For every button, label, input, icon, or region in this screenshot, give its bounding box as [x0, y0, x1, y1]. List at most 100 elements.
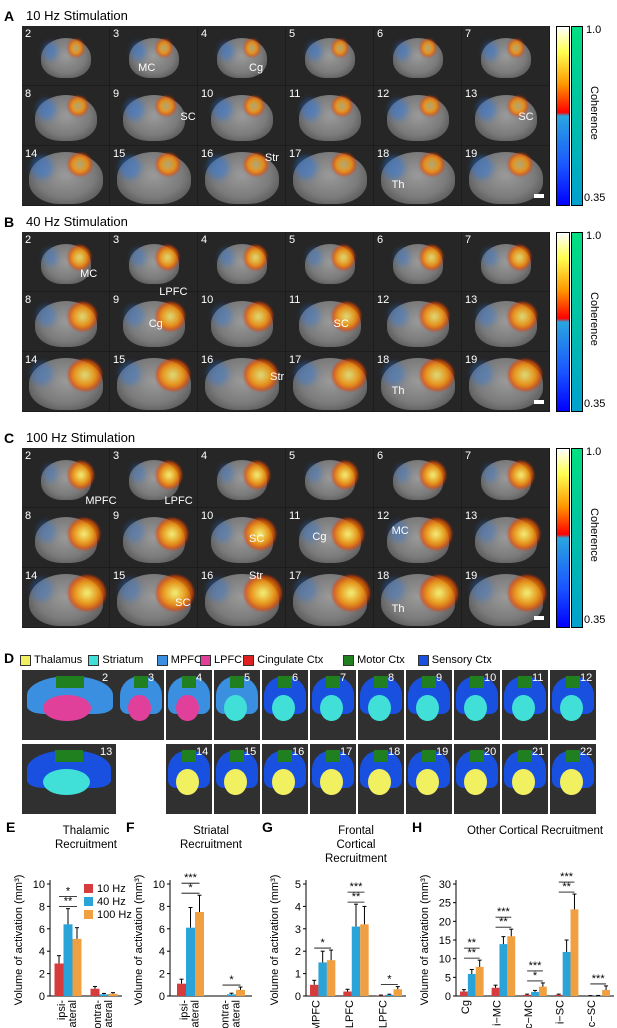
slice-number: 6 [377, 234, 384, 246]
brain-slice: 10 [198, 508, 285, 567]
atlas-motor [230, 675, 244, 689]
coherence-colorbar-secondary [571, 232, 583, 412]
slice-number: 16 [201, 570, 214, 582]
deactivation-blob [131, 42, 146, 60]
atlas-slice: 5 [214, 670, 260, 740]
atlas-motor [422, 675, 436, 689]
category-label: c−SC [586, 1000, 598, 1027]
coherence-colorbar [556, 232, 570, 412]
atlas-motor [182, 749, 196, 763]
region-annotation: SC [333, 318, 349, 331]
bar [467, 973, 476, 996]
deactivation-blob [295, 362, 318, 386]
chart-title: Other Cortical Recruitment [467, 825, 604, 837]
region-annotation: Cg [249, 62, 264, 74]
atlas-motor [54, 749, 84, 763]
slice-number: 3 [113, 28, 120, 40]
panel-c-letter: C [4, 430, 15, 446]
category-label: lateral [190, 1000, 202, 1028]
y-tick-label: 10 [439, 954, 451, 966]
slice-number: 2 [25, 450, 32, 462]
atlas-slice-number: 6 [292, 672, 299, 684]
legend-swatch [84, 884, 93, 893]
slice-number: 17 [289, 148, 302, 160]
brain-slice: 4 [198, 26, 285, 85]
region-annotation: Cg [148, 318, 163, 331]
bar [318, 962, 327, 996]
panel-b-letter: B [4, 214, 15, 230]
atlas-slice: 20 [454, 744, 500, 814]
brain-slice: 13 [462, 86, 549, 145]
atlas-subcortical [368, 694, 392, 722]
brain-slice: 3 [110, 26, 197, 85]
brain-slice: 17 [286, 352, 373, 411]
activation-blob [156, 575, 195, 612]
region-annotation: Str [249, 570, 264, 583]
slice-number: 3 [113, 450, 120, 462]
atlas-slice-number: 15 [244, 746, 257, 758]
brain-slice: 4 [198, 232, 285, 291]
activation-blob [332, 96, 353, 117]
slice-number: 2 [25, 28, 32, 40]
legend-label: MPFC [170, 654, 202, 666]
brain-slice: 9 [110, 508, 197, 567]
y-tick-label: 2 [295, 946, 301, 958]
atlas-motor [422, 749, 436, 763]
deactivation-blob [307, 248, 322, 266]
brain-slice: 6 [374, 26, 461, 85]
coherence-colorbar [556, 448, 570, 628]
region-annotation: SC [249, 532, 265, 545]
activation-blob [508, 461, 534, 489]
brain-slice: 14 [22, 146, 109, 205]
atlas-subcortical [416, 694, 440, 722]
region-annotation: MC [80, 268, 98, 280]
activation-blob [508, 359, 543, 392]
panel-b-title: 40 Hz Stimulation [26, 214, 128, 229]
slice-number: 10 [201, 88, 214, 100]
deactivation-blob [471, 156, 494, 180]
brain-slice: 8 [22, 292, 109, 351]
activation-blob [332, 461, 358, 489]
slice-number: 8 [25, 510, 32, 522]
significance-marker: * [229, 974, 234, 986]
category-label: contra- [92, 1000, 104, 1028]
category-label: lateral [231, 1000, 243, 1028]
bar [538, 986, 547, 996]
deactivation-blob [477, 305, 496, 326]
region-annotation: SC [180, 110, 196, 123]
atlas-motor [374, 749, 388, 763]
brain-slice: 7 [462, 448, 549, 507]
activation-blob [332, 39, 349, 57]
significance-marker: ** [468, 937, 477, 949]
y-tick-label: 20 [439, 916, 451, 928]
brain-slice: 15 [110, 146, 197, 205]
y-tick-label: 1 [295, 969, 301, 981]
activation-blob [420, 575, 459, 612]
significance-marker: ** [352, 891, 361, 903]
slice-number: 15 [113, 354, 126, 366]
colorbar-title: Coherence [588, 292, 600, 346]
chart-title: Recruitment [180, 839, 243, 851]
brain-slice: 11 [286, 86, 373, 145]
deactivation-blob [43, 248, 58, 266]
slice-number: 10 [201, 294, 214, 306]
significance-marker: * [321, 937, 326, 949]
activation-blob [332, 302, 361, 331]
deactivation-blob [395, 248, 410, 266]
panel-d-legend: Thalamus Striatum MPFC LPFC Cingulate Ctx Mot… [20, 654, 610, 668]
brain-slice: 16 [198, 352, 285, 411]
deactivation-blob [483, 42, 498, 60]
region-annotation: MC [138, 62, 156, 74]
panel-c-image-grid: 2 3 4 5 6 7 8 9 10 11 12 13 14 15 16 17 18 19 MPFC LPFC MC SC… [22, 448, 550, 628]
brain-slice: 14 [22, 352, 109, 411]
brain-slice: 13 [462, 292, 549, 351]
y-tick-label: 0 [295, 991, 301, 1003]
category-label: contra- [220, 1000, 232, 1028]
atlas-slice: 13 [22, 744, 116, 814]
activation-blob [156, 302, 185, 331]
bar [360, 924, 369, 996]
atlas-motor [518, 749, 532, 763]
activation-blob [244, 575, 283, 612]
activation-blob [68, 575, 107, 612]
slice-number: 6 [377, 450, 384, 462]
